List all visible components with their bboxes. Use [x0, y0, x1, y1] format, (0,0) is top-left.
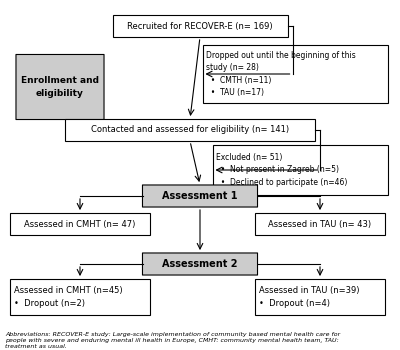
Text: Abbreviations: RECOVER-E study: Large-scale implementation of community based me: Abbreviations: RECOVER-E study: Large-sc… [5, 332, 340, 349]
Text: Recruited for RECOVER-E (n= 169): Recruited for RECOVER-E (n= 169) [127, 21, 273, 30]
FancyBboxPatch shape [255, 213, 385, 235]
Text: Excluded (n= 51)
  •  Not present in Zagreb (n=5)
  •  Declined to participate (: Excluded (n= 51) • Not present in Zagreb… [216, 153, 348, 187]
FancyBboxPatch shape [112, 15, 288, 37]
FancyBboxPatch shape [202, 45, 388, 103]
Text: Assessed in TAU (n= 43): Assessed in TAU (n= 43) [268, 219, 372, 229]
FancyBboxPatch shape [212, 145, 388, 195]
FancyBboxPatch shape [142, 185, 258, 207]
Text: Assessed in TAU (n=39)
•  Dropout (n=4): Assessed in TAU (n=39) • Dropout (n=4) [259, 286, 360, 308]
Text: Contacted and assessed for eligibility (n= 141): Contacted and assessed for eligibility (… [91, 126, 289, 134]
FancyBboxPatch shape [16, 55, 104, 119]
Text: Assessment 1: Assessment 1 [162, 191, 238, 201]
Text: Assessment 2: Assessment 2 [162, 259, 238, 269]
FancyBboxPatch shape [65, 119, 315, 141]
FancyBboxPatch shape [10, 213, 150, 235]
Text: Enrollment and
eligibility: Enrollment and eligibility [21, 76, 99, 98]
Text: Dropped out until the beginning of this
study (n= 28)
  •  CMTH (n=11)
  •  TAU : Dropped out until the beginning of this … [206, 51, 356, 97]
FancyBboxPatch shape [255, 279, 385, 315]
Text: Assessed in CMHT (n= 47): Assessed in CMHT (n= 47) [24, 219, 136, 229]
FancyBboxPatch shape [10, 279, 150, 315]
FancyBboxPatch shape [142, 253, 258, 275]
Text: Assessed in CMHT (n=45)
•  Dropout (n=2): Assessed in CMHT (n=45) • Dropout (n=2) [14, 286, 123, 308]
